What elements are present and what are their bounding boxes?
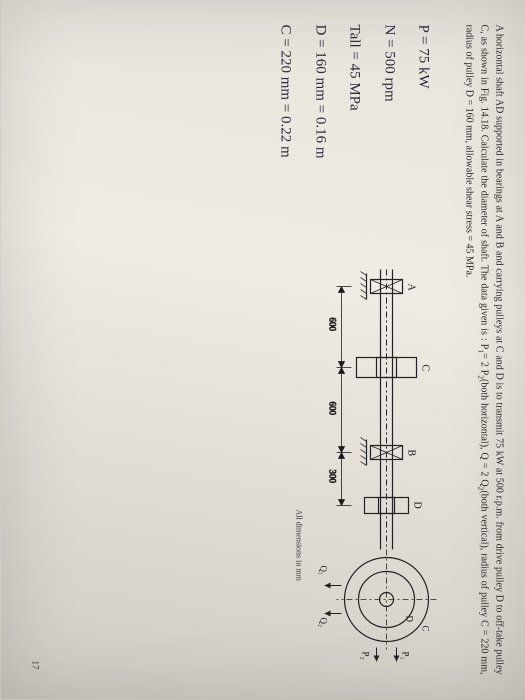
hw-dia-d: D = 160 mm = 0.16 m <box>304 25 336 225</box>
problem-line3b: (both horizontal), Q = 2 Q <box>479 379 490 487</box>
problem-statement: A horizontal shaft AD supported in beari… <box>461 25 506 675</box>
handwritten-notes: P = 75 kW N = 500 rpm Tall = 45 MPa D = … <box>187 25 447 225</box>
side-label-d: D <box>405 616 415 623</box>
dim-note: All dimensions in mm <box>295 510 304 582</box>
force-q2: Q₂ <box>319 618 329 628</box>
bearing-b <box>361 438 403 466</box>
page-surface: A horizontal shaft AD supported in beari… <box>1 0 525 700</box>
hw-dia-c: C = 220 mm = 0.22 m <box>269 25 301 225</box>
problem-line4: stress = 45 MPa. <box>463 211 474 278</box>
label-b: B <box>406 450 417 457</box>
hw-power: P = 75 kW <box>407 25 439 225</box>
side-view: C D P₁ P₂ Q₁ Q₂ <box>319 550 437 662</box>
diagram-svg: A C B <box>187 245 447 675</box>
problem-line1: A horizontal shaft AD supported in beari… <box>494 25 505 519</box>
side-label-c: C <box>421 626 431 632</box>
label-d: D <box>412 502 423 509</box>
shaft-diagram: A C B <box>187 245 447 675</box>
force-p2: P₂ <box>361 652 371 660</box>
dim-600a: 600 <box>328 318 338 332</box>
dim-600b: 600 <box>328 402 338 416</box>
force-q1: Q₁ <box>319 566 329 576</box>
page-number: 17 <box>31 661 41 670</box>
bearing-a <box>361 272 403 300</box>
label-c: C <box>420 365 431 372</box>
hw-tau: Tall = 45 MPa <box>338 25 370 225</box>
label-a: A <box>406 284 417 292</box>
force-p1: P₁ <box>401 652 411 660</box>
problem-line2b: = 2 <box>479 353 490 367</box>
content-row: P = 75 kW N = 500 rpm Tall = 45 MPa D = … <box>187 25 447 675</box>
dim-300: 300 <box>328 470 338 484</box>
hw-rpm: N = 500 rpm <box>373 25 405 225</box>
